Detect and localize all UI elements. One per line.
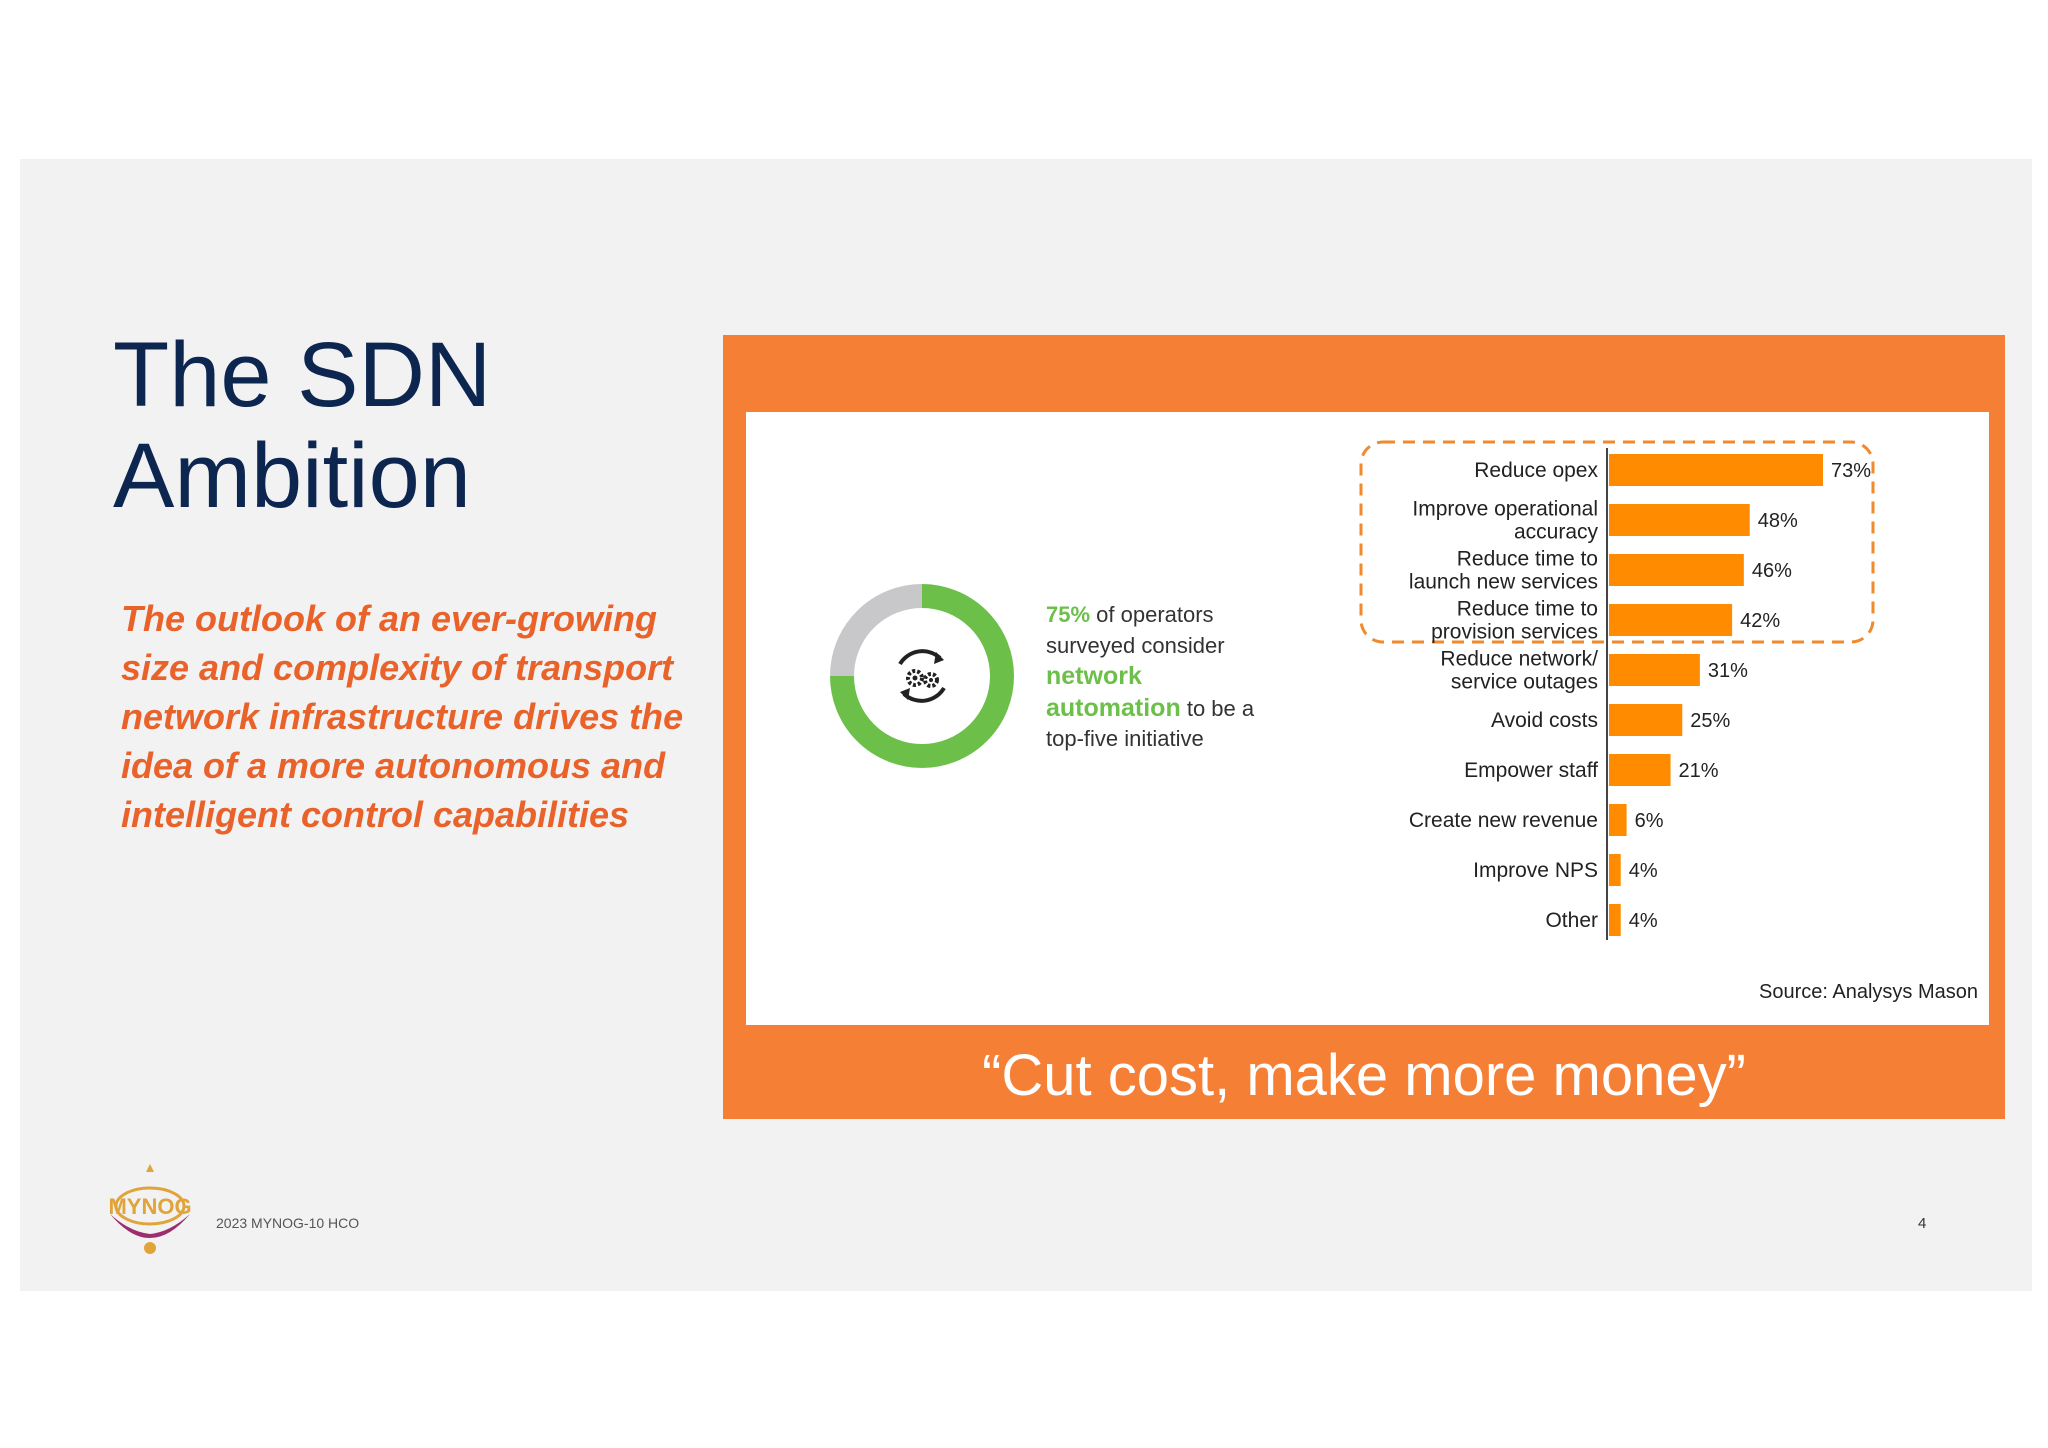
figure-panel: 75% of operators surveyed consider netwo… bbox=[746, 412, 1989, 1025]
bar bbox=[1609, 904, 1621, 936]
slide-body-text: The outlook of an ever-growing size and … bbox=[121, 594, 721, 839]
chart-source: Source: Analysys Mason bbox=[1759, 981, 1978, 1003]
annotation-text: of operators bbox=[1090, 602, 1214, 627]
bar-category-label: Avoid costs bbox=[1491, 709, 1598, 732]
bar-category-label: Reduce time to bbox=[1457, 598, 1598, 621]
bar bbox=[1609, 704, 1683, 736]
body-line: network infrastructure drives the bbox=[121, 696, 684, 737]
slide-title: The SDN Ambition bbox=[113, 325, 491, 527]
bar-category-label: Improve NPS bbox=[1473, 859, 1598, 882]
donut-slice bbox=[830, 584, 1014, 768]
bar bbox=[1609, 854, 1621, 886]
bar-value-label: 73% bbox=[1831, 460, 1871, 482]
mynog-logo: MYNOG bbox=[108, 1164, 192, 1254]
bar bbox=[1609, 604, 1733, 636]
donut-annotation: 75% of operators surveyed consider netwo… bbox=[1046, 602, 1255, 751]
annotation-pct: 75% bbox=[1046, 602, 1090, 627]
body-line: size and complexity of transport bbox=[121, 647, 674, 688]
body-line: The outlook of an ever-growing bbox=[121, 598, 658, 639]
bar-category-label: service outages bbox=[1451, 671, 1598, 694]
body-line: intelligent control capabilities bbox=[121, 794, 630, 835]
bar bbox=[1609, 654, 1700, 686]
bar-value-label: 6% bbox=[1635, 810, 1664, 832]
bar-value-label: 31% bbox=[1708, 660, 1748, 682]
bar-value-label: 25% bbox=[1690, 710, 1730, 732]
bar-value-label: 46% bbox=[1752, 560, 1792, 582]
highlight-box bbox=[1359, 440, 1875, 644]
annotation-highlight: network bbox=[1046, 662, 1142, 690]
bar-category-label: Improve operational bbox=[1412, 498, 1598, 521]
bar-value-label: 48% bbox=[1758, 510, 1798, 532]
page-number: 4 bbox=[1918, 1215, 1927, 1232]
svg-text:75% of operators: 75% of operators bbox=[1046, 602, 1214, 627]
bar-category-label: accuracy bbox=[1514, 521, 1599, 544]
annotation-text: surveyed consider bbox=[1046, 633, 1225, 658]
svg-text:MYNOG: MYNOG bbox=[108, 1194, 191, 1219]
bar-category-label: launch new services bbox=[1409, 571, 1598, 594]
slide-quote: “Cut cost, make more money” bbox=[982, 1043, 1746, 1108]
bar bbox=[1609, 454, 1823, 486]
donut-slice bbox=[830, 584, 923, 677]
bar-category-label: Reduce network/ bbox=[1440, 648, 1598, 671]
bar-value-label: 4% bbox=[1629, 910, 1658, 932]
bar-category-label: Create new revenue bbox=[1409, 809, 1598, 832]
annotation-text: to be a bbox=[1181, 696, 1255, 721]
title-line-2: Ambition bbox=[113, 425, 471, 527]
gears-cycle-icon bbox=[898, 649, 946, 703]
bar-category-label: Other bbox=[1545, 909, 1598, 932]
figure-svg: 75% of operators surveyed consider netwo… bbox=[830, 440, 1978, 1003]
body-line: idea of a more autonomous and bbox=[121, 745, 666, 786]
bar bbox=[1609, 804, 1627, 836]
bar bbox=[1609, 554, 1744, 586]
bar-chart: 73% Reduce opex 48% Improve operationalaccu… bbox=[1409, 454, 1871, 936]
bar bbox=[1609, 754, 1671, 786]
title-line-1: The SDN bbox=[113, 324, 492, 426]
bar-value-label: 21% bbox=[1679, 760, 1719, 782]
bar-category-label: Reduce time to bbox=[1457, 548, 1598, 571]
footer-text: 2023 MYNOG-10 HCO bbox=[216, 1215, 360, 1231]
bar-value-label: 4% bbox=[1629, 860, 1658, 882]
annotation-text: top-five initiative bbox=[1046, 726, 1204, 751]
donut-chart bbox=[830, 584, 1014, 768]
annotation-highlight: automation bbox=[1046, 694, 1181, 722]
bar-value-label: 42% bbox=[1740, 610, 1780, 632]
svg-text:automation to be a: automation to be a bbox=[1046, 694, 1255, 722]
bar-category-label: Reduce opex bbox=[1474, 459, 1598, 482]
bar bbox=[1609, 504, 1750, 536]
bar-category-label: provision services bbox=[1431, 621, 1598, 644]
bar-category-label: Empower staff bbox=[1464, 759, 1598, 782]
